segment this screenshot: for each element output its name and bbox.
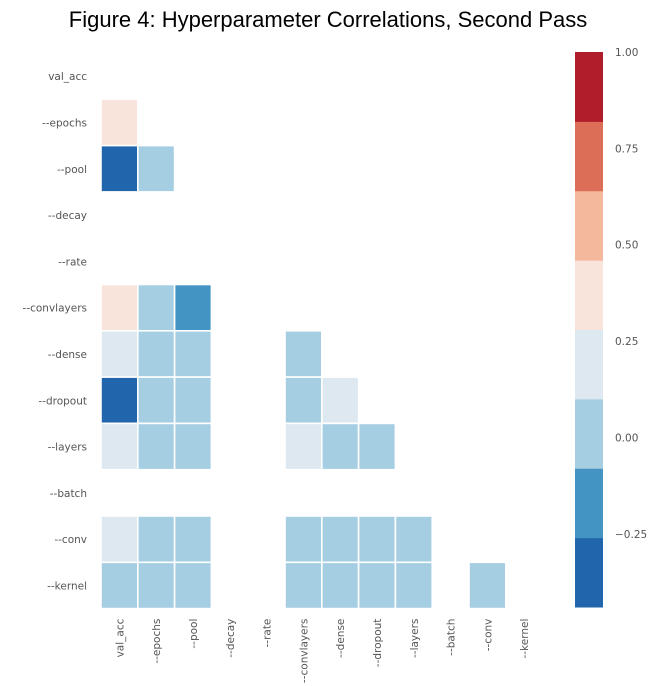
row-label-kernel: --kernel — [47, 580, 87, 592]
column-label-val-acc: val_acc — [114, 618, 126, 657]
colorbar-tick-label: −0.25 — [615, 529, 647, 541]
row-label-layers: --layers — [48, 442, 87, 454]
heatmap-cell-dropout-pool — [173, 376, 213, 425]
heatmap-cell-kernel-dense — [320, 561, 360, 610]
row-label-dropout: --dropout — [38, 395, 87, 407]
heatmap-cell-convlayers-epochs — [137, 283, 176, 332]
heatmap-cell-dense-pool — [173, 329, 213, 378]
heatmap-cell-pool-val-acc — [100, 144, 139, 193]
row-label-pool: --pool — [57, 164, 87, 176]
row-label-dense: --dense — [48, 349, 87, 361]
column-label-kernel: --kernel — [519, 619, 531, 659]
column-label-rate: --rate — [262, 619, 274, 648]
heatmap-cell-conv-layers — [394, 515, 433, 564]
heatmap-cell-dense-epochs — [137, 329, 176, 378]
heatmap-cell-dropout-val-acc — [100, 376, 139, 425]
chart-title: Figure 4: Hyperparameter Correlations, S… — [69, 7, 587, 32]
column-labels: val_acc --epochs --pool --decay --rate --conv… — [114, 618, 531, 683]
colorbar-segment-7 — [575, 121, 603, 192]
column-label-layers: --layers — [409, 619, 421, 658]
heatmap-cell-conv-pool — [173, 515, 213, 564]
colorbar-segment-4 — [575, 329, 603, 400]
heatmap-cell-pool-epochs — [137, 144, 176, 193]
column-label-conv: --conv — [482, 619, 494, 652]
heatmap-cell-kernel-pool — [173, 561, 213, 610]
colorbar-tick-label: 0.50 — [615, 240, 638, 252]
heatmap-cell-kernel-conv — [468, 561, 507, 610]
heatmap-cell-layers-dense — [320, 422, 360, 471]
heatmap-cell-layers-val-acc — [100, 422, 139, 471]
colorbar-tick-label: 0.25 — [615, 336, 638, 348]
colorbar-segment-8 — [575, 52, 603, 122]
colorbar-tick-label: 0.75 — [615, 143, 638, 155]
heatmap-cell-conv-epochs — [137, 515, 176, 564]
heatmap-cell-convlayers-val-acc — [100, 283, 139, 332]
colorbar-segment-5 — [575, 260, 603, 330]
heatmap-cell-dropout-dense — [320, 376, 360, 425]
row-label-epochs: --epochs — [42, 117, 87, 129]
heatmap-cell-conv-dropout — [357, 515, 397, 564]
column-label-pool: --pool — [188, 619, 200, 649]
colorbar-segment-3 — [575, 398, 603, 469]
row-label-convlayers: --convlayers — [23, 303, 87, 315]
heatmap-cells — [100, 98, 507, 610]
column-label-batch: --batch — [446, 619, 458, 656]
heatmap-cell-kernel-convlayers — [284, 561, 323, 610]
heatmap-cell-conv-convlayers — [284, 515, 323, 564]
heatmap-cell-dropout-epochs — [137, 376, 176, 425]
heatmap-cell-kernel-dropout — [357, 561, 397, 610]
heatmap-cell-kernel-layers — [394, 561, 433, 610]
heatmap-cell-convlayers-pool — [173, 283, 213, 332]
row-label-rate: --rate — [58, 256, 87, 268]
heatmap-cell-epochs-val-acc — [100, 98, 139, 147]
colorbar-segment-6 — [575, 190, 603, 261]
row-labels: val_acc --epochs --pool --decay --rate --conv… — [23, 71, 88, 592]
column-label-convlayers: --convlayers — [298, 619, 310, 683]
heatmap-cell-conv-dense — [320, 515, 360, 564]
heatmap-cell-kernel-val-acc — [100, 561, 139, 610]
row-label-val-acc: val_acc — [48, 71, 87, 83]
heatmap-cell-layers-dropout — [357, 422, 397, 471]
colorbar: 1.00 0.75 0.50 0.25 0.00 −0.25 — [575, 47, 647, 608]
column-label-epochs: --epochs — [151, 619, 163, 664]
colorbar-segment-1 — [575, 537, 603, 608]
colorbar-tick-label: 0.00 — [615, 432, 638, 444]
heatmap-cell-layers-convlayers — [284, 422, 323, 471]
heatmap-cell-layers-epochs — [137, 422, 176, 471]
colorbar-tick-label: 1.00 — [615, 47, 638, 59]
column-label-decay: --decay — [225, 619, 237, 658]
column-label-dropout: --dropout — [372, 619, 384, 668]
heatmap-cell-dense-convlayers — [284, 329, 323, 378]
colorbar-segment-2 — [575, 468, 603, 539]
row-label-decay: --decay — [48, 210, 87, 222]
heatmap-cell-conv-val-acc — [100, 515, 139, 564]
heatmap-cell-kernel-epochs — [137, 561, 176, 610]
row-label-batch: --batch — [50, 488, 87, 500]
heatmap-cell-layers-pool — [173, 422, 213, 471]
heatmap-cell-dense-val-acc — [100, 329, 139, 378]
row-label-conv: --conv — [54, 534, 87, 546]
heatmap-cell-dropout-convlayers — [284, 376, 323, 425]
column-label-dense: --dense — [335, 619, 347, 658]
